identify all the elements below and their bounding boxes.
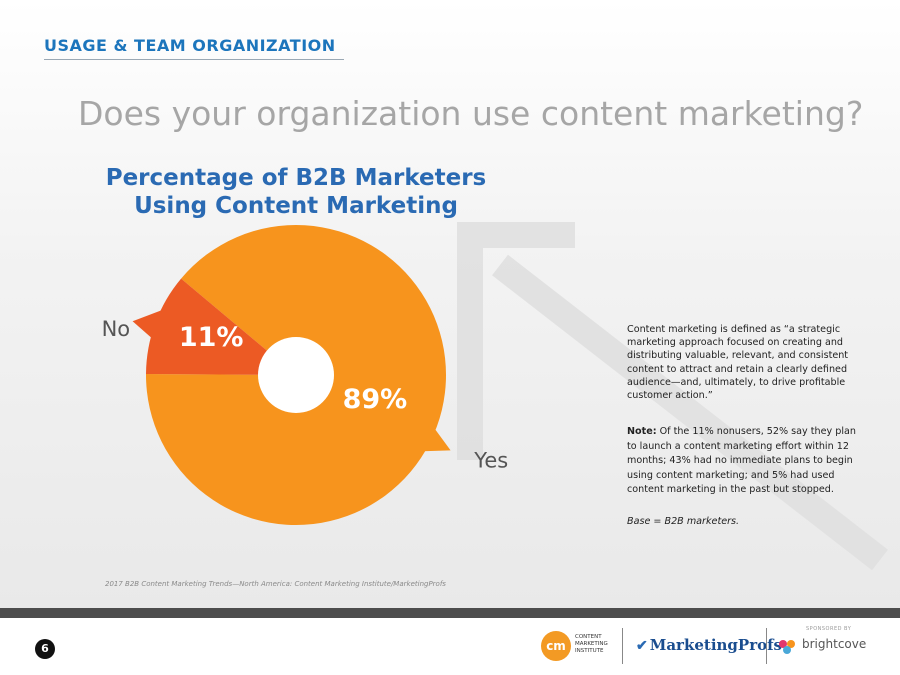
note-text: Note: Of the 11% nonusers, 52% say they … [627,425,857,498]
chart-title-line-1: Percentage of B2B Marketers [105,165,487,191]
chart-title-line-2: Using Content Marketing [134,193,458,219]
brightcove-logo: brightcove [778,637,878,657]
page-question: Does your organization use content marke… [78,94,864,133]
callout-pointer-no [132,309,164,339]
marketingprofs-logo-text: MarketingProfs [649,636,783,654]
base-text: Base = B2B marketers. [627,516,740,527]
page-number: 6 [35,639,55,659]
footer-divider [766,628,767,664]
pie-slice-no [146,278,296,375]
sponsored-by-label: SPONSORED BY [806,626,852,632]
note-body: Of the 11% nonusers, 52% say they plan t… [627,426,856,495]
note-label: Note: [627,426,657,437]
callout-pointer-yes [422,428,451,452]
donut-chart: 11% 89% No Yes [102,224,508,525]
donut-hole [258,337,334,413]
bird-icon: ✔ [636,638,648,654]
content-marketing-institute-logo: cm CONTENT MARKETING INSTITUTE [541,631,621,661]
slice-value-label-no: 11% [179,322,244,353]
slide-background [0,0,900,608]
slice-category-label-yes: Yes [473,448,508,472]
slice-category-label-no: No [102,317,131,341]
chart-title: Percentage of B2B Marketers Using Conten… [96,164,496,220]
section-divider [44,59,344,60]
footer-divider [622,628,623,664]
brightcove-logo-text: brightcove [802,637,867,651]
definition-text: Content marketing is defined as “a strat… [627,324,849,402]
brightcove-icon [779,640,795,654]
cmi-logo-mark: cm [541,631,571,661]
source-citation: 2017 B2B Content Marketing Trends—North … [105,580,446,588]
background-arrow-watermark [457,222,888,571]
marketingprofs-logo: ✔ MarketingProfs [636,636,782,654]
cmi-logo-text: CONTENT MARKETING INSTITUTE [575,634,608,654]
section-label: USAGE & TEAM ORGANIZATION [44,36,336,55]
footer-bar [0,608,900,618]
slice-value-label-yes: 89% [343,384,408,415]
